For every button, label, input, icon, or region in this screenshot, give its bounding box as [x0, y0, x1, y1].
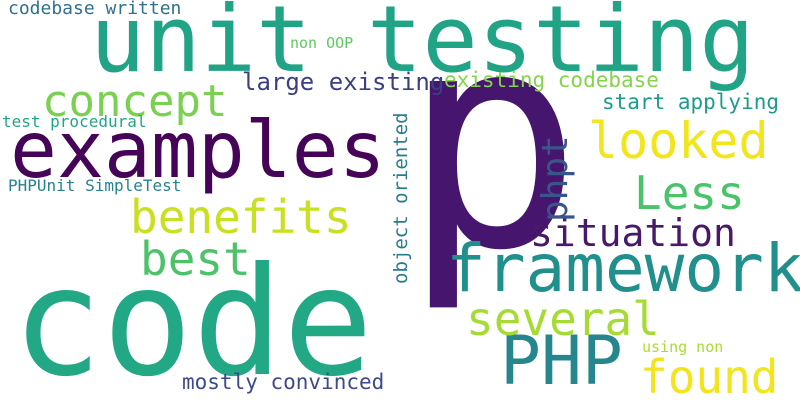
word-examples: examples [10, 106, 386, 196]
word-benefits: benefits [130, 190, 352, 244]
word-looked: looked [588, 112, 769, 170]
word-code: code [12, 236, 374, 400]
word-object-oriented: object oriented [390, 112, 412, 284]
word-framework: framework [446, 230, 800, 307]
word-found: found [640, 350, 779, 400]
word-unit-testing: unit testing [90, 0, 755, 93]
word-existing-codebase: existing codebase [444, 68, 659, 92]
word-best: best [140, 232, 251, 286]
word-using-non: using non [642, 338, 724, 356]
word-concept: concept [42, 76, 228, 127]
word-test-procedural: test procedural [2, 112, 147, 131]
word-situation: situation [530, 211, 736, 255]
word-large-existing: large existing [242, 68, 445, 96]
word-p: p [402, 0, 583, 316]
word-php: PHP [500, 322, 623, 400]
word-phpunit-simpletest: PHPUnit SimpleTest [8, 176, 182, 195]
word-mostly-convinced: mostly convinced [182, 370, 385, 394]
word-less: Less [634, 166, 745, 220]
word-non-oop: non OOP [290, 34, 354, 52]
word-start-applying: start applying [602, 90, 780, 114]
word-phpt: phpt [535, 135, 576, 222]
word-several: several [466, 292, 660, 346]
word-codebase-written: codebase written [8, 0, 182, 19]
